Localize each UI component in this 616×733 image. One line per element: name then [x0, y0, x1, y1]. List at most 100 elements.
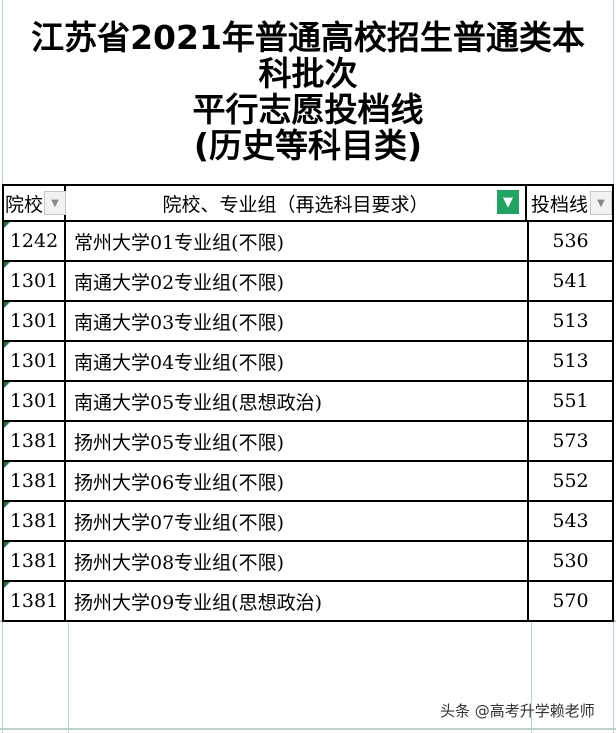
- watermark: 头条 @高考升学赖老师: [440, 702, 595, 720]
- cell-group[interactable]: 南通大学05专业组(思想政治): [66, 382, 529, 420]
- header-col-group[interactable]: 院校、专业组（再选科目要求） ▼: [66, 186, 527, 220]
- code-text: 1381: [9, 510, 59, 532]
- cell-score[interactable]: 530: [529, 542, 614, 580]
- cell-score[interactable]: 513: [529, 342, 614, 380]
- title-line: 科批次: [258, 54, 358, 93]
- comment-indicator: [4, 462, 10, 468]
- cell-code[interactable]: 1381: [2, 502, 66, 540]
- filter-active-icon[interactable]: ▼: [496, 190, 519, 214]
- cell-code[interactable]: 1301: [2, 342, 66, 380]
- comment-indicator: [4, 262, 10, 268]
- group-text: 常州大学01专业组(不限): [74, 231, 285, 254]
- table-row: 1301 南通大学05专业组(思想政治) 551: [2, 382, 614, 422]
- title-line: 平行志愿投档线: [192, 90, 424, 129]
- score-text: 513: [552, 310, 589, 332]
- score-text: 573: [552, 430, 589, 452]
- comment-indicator: [4, 222, 10, 228]
- group-text: 扬州大学08专业组(不限): [74, 551, 285, 574]
- group-text: 南通大学02专业组(不限): [74, 271, 285, 294]
- header-label: 院校: [5, 193, 44, 216]
- gridline: [531, 620, 532, 733]
- comment-indicator: [4, 422, 10, 428]
- group-text: 南通大学03专业组(不限): [74, 311, 285, 334]
- data-table: 院校 ▼ 院校、专业组（再选科目要求） ▼ 投档线 ▼ 1242 常州大学01专…: [2, 184, 614, 622]
- score-text: 551: [552, 390, 589, 412]
- filter-dropdown-icon[interactable]: ▼: [44, 191, 67, 215]
- comment-indicator: [4, 342, 10, 348]
- code-text: 1301: [9, 350, 59, 372]
- header-row: 院校 ▼ 院校、专业组（再选科目要求） ▼ 投档线 ▼: [2, 186, 614, 222]
- group-text: 扬州大学06专业组(不限): [74, 471, 285, 494]
- table-row: 1381 扬州大学05专业组(不限) 573: [2, 422, 614, 462]
- cell-code[interactable]: 1381: [2, 542, 66, 580]
- score-text: 530: [552, 550, 589, 572]
- table-row: 1301 南通大学03专业组(不限) 513: [2, 302, 614, 342]
- gridline: [0, 728, 616, 730]
- cell-score[interactable]: 573: [529, 422, 614, 460]
- cell-score[interactable]: 536: [529, 222, 614, 260]
- group-text: 扬州大学05专业组(不限): [74, 431, 285, 454]
- score-text: 543: [552, 510, 589, 532]
- group-text: 扬州大学07专业组(不限): [74, 511, 285, 534]
- header-col-code[interactable]: 院校 ▼: [2, 186, 67, 220]
- cell-score[interactable]: 552: [529, 462, 614, 500]
- code-text: 1381: [9, 430, 59, 452]
- table-row: 1301 南通大学04专业组(不限) 513: [2, 342, 614, 382]
- cell-score[interactable]: 570: [529, 582, 614, 620]
- table-row: 1381 扬州大学06专业组(不限) 552: [2, 462, 614, 502]
- comment-indicator: [4, 582, 10, 588]
- table-row: 1381 扬州大学07专业组(不限) 543: [2, 502, 614, 542]
- code-text: 1381: [9, 470, 59, 492]
- title-line: 江苏省2021年普通高校招生普通类本: [31, 18, 585, 57]
- code-text: 1381: [9, 550, 59, 572]
- score-text: 570: [552, 590, 589, 612]
- cell-group[interactable]: 扬州大学08专业组(不限): [66, 542, 529, 580]
- group-text: 南通大学05专业组(思想政治): [74, 391, 323, 414]
- cell-code[interactable]: 1301: [2, 262, 66, 300]
- cell-score[interactable]: 513: [529, 302, 614, 340]
- title-line: (历史等科目类): [193, 126, 423, 165]
- header-label: 投档线: [530, 193, 588, 216]
- cell-code[interactable]: 1381: [2, 462, 66, 500]
- cell-code[interactable]: 1242: [2, 222, 66, 260]
- score-text: 536: [552, 230, 589, 252]
- score-text: 552: [552, 470, 589, 492]
- cell-group[interactable]: 扬州大学06专业组(不限): [66, 462, 529, 500]
- code-text: 1301: [9, 310, 59, 332]
- cell-group[interactable]: 南通大学04专业组(不限): [66, 342, 529, 380]
- cell-group[interactable]: 扬州大学07专业组(不限): [66, 502, 529, 540]
- sheet-title: 江苏省2021年普通高校招生普通类本 科批次 平行志愿投档线 (历史等科目类): [0, 0, 616, 184]
- score-text: 513: [552, 350, 589, 372]
- cell-code[interactable]: 1381: [2, 422, 66, 460]
- code-text: 1381: [9, 590, 59, 612]
- cell-group[interactable]: 南通大学03专业组(不限): [66, 302, 529, 340]
- group-text: 扬州大学09专业组(思想政治): [74, 591, 323, 614]
- comment-indicator: [4, 382, 10, 388]
- gridline: [68, 620, 69, 733]
- comment-indicator: [4, 502, 10, 508]
- comment-indicator: [4, 542, 10, 548]
- cell-group[interactable]: 常州大学01专业组(不限): [66, 222, 529, 260]
- cell-code[interactable]: 1301: [2, 302, 66, 340]
- code-text: 1301: [9, 270, 59, 292]
- cell-group[interactable]: 扬州大学05专业组(不限): [66, 422, 529, 460]
- group-text: 南通大学04专业组(不限): [74, 351, 285, 374]
- cell-code[interactable]: 1381: [2, 582, 66, 620]
- table-row: 1381 扬州大学08专业组(不限) 530: [2, 542, 614, 582]
- header-label: 院校、专业组（再选科目要求）: [162, 193, 429, 216]
- cell-score[interactable]: 541: [529, 262, 614, 300]
- filter-dropdown-icon[interactable]: ▼: [590, 191, 612, 215]
- code-text: 1242: [9, 230, 59, 252]
- cell-score[interactable]: 551: [529, 382, 614, 420]
- table-row: 1381 扬州大学09专业组(思想政治) 570: [2, 582, 614, 622]
- code-text: 1301: [9, 390, 59, 412]
- cell-score[interactable]: 543: [529, 502, 614, 540]
- cell-group[interactable]: 南通大学02专业组(不限): [66, 262, 529, 300]
- table-row: 1301 南通大学02专业组(不限) 541: [2, 262, 614, 302]
- table-row: 1242 常州大学01专业组(不限) 536: [2, 222, 614, 262]
- comment-indicator: [4, 302, 10, 308]
- score-text: 541: [552, 270, 589, 292]
- cell-group[interactable]: 扬州大学09专业组(思想政治): [66, 582, 529, 620]
- header-col-score[interactable]: 投档线 ▼: [527, 186, 614, 220]
- cell-code[interactable]: 1301: [2, 382, 66, 420]
